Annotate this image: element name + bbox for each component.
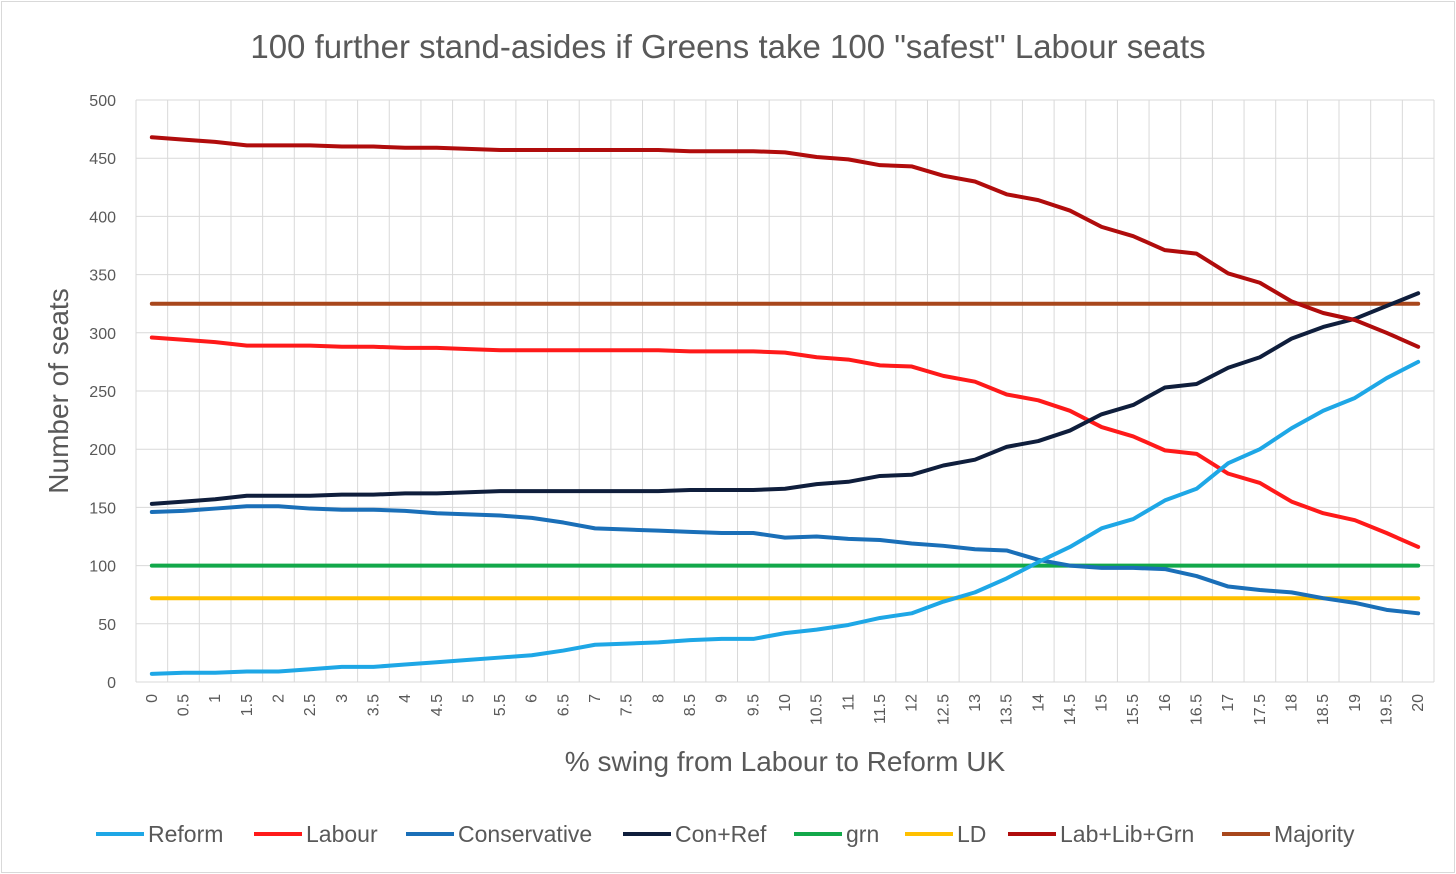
legend-label: Reform <box>148 821 223 847</box>
x-tick-label: 5 <box>460 694 477 703</box>
x-tick-label: 8.5 <box>682 694 699 716</box>
x-tick-label: 9.5 <box>745 694 762 716</box>
x-tick-label: 11.5 <box>872 694 889 724</box>
y-tick-label: 300 <box>89 326 116 343</box>
x-tick-label: 5.5 <box>492 694 509 716</box>
x-tick-label: 15 <box>1094 694 1111 712</box>
x-tick-label: 7.5 <box>619 694 636 716</box>
y-axis-ticks: 0 50 100 150 200 250 300 350 400 450 500 <box>89 93 116 692</box>
x-tick-label: 18.5 <box>1315 694 1332 725</box>
legend-label: Lab+Lib+Grn <box>1060 821 1194 847</box>
series-line-labour <box>149 335 1421 549</box>
series-line-con-ref <box>149 291 1421 506</box>
x-tick-label: 12 <box>904 694 921 712</box>
y-tick-label: 250 <box>89 384 116 401</box>
legend-label: Con+Ref <box>675 821 767 847</box>
legend: Reform Labour Conservative Con+Ref grn LD Lab+… <box>96 821 1355 847</box>
x-tick-label: 13 <box>967 694 984 712</box>
x-tick-label: 14 <box>1030 694 1047 712</box>
x-tick-label: 15.5 <box>1125 694 1142 725</box>
x-tick-label: 12.5 <box>935 694 952 725</box>
x-tick-label: 16 <box>1157 694 1174 712</box>
series-line-conservative <box>149 504 1421 616</box>
x-tick-label: 13.5 <box>999 694 1016 725</box>
y-tick-label: 450 <box>89 151 116 168</box>
x-tick-label: 3.5 <box>365 694 382 716</box>
x-tick-label: 14.5 <box>1062 694 1079 725</box>
legend-label: Labour <box>306 821 378 847</box>
series-line-reform <box>149 359 1421 676</box>
x-tick-label: 2.5 <box>302 694 319 716</box>
y-tick-label: 350 <box>89 268 116 285</box>
x-tick-label: 6 <box>524 694 541 703</box>
y-tick-label: 200 <box>89 442 116 459</box>
x-tick-label: 0 <box>144 694 161 703</box>
x-tick-label: 2 <box>270 694 287 703</box>
legend-label: Majority <box>1274 821 1355 847</box>
x-tick-label: 4.5 <box>429 694 446 716</box>
y-tick-label: 50 <box>98 617 116 634</box>
x-tick-label: 3 <box>334 694 351 703</box>
y-tick-label: 500 <box>89 93 116 110</box>
x-tick-label: 9 <box>714 694 731 703</box>
x-tick-label: 6.5 <box>555 694 572 716</box>
x-tick-label: 7 <box>587 694 604 703</box>
y-tick-label: 100 <box>89 559 116 576</box>
x-tick-label: 10 <box>777 694 794 712</box>
x-tick-label: 18 <box>1284 694 1301 712</box>
gridlines <box>135 99 1435 683</box>
legend-label: grn <box>846 821 879 847</box>
x-tick-label: 19 <box>1347 694 1364 712</box>
y-tick-label: 400 <box>89 209 116 226</box>
x-tick-label: 19.5 <box>1379 694 1396 725</box>
legend-label: Conservative <box>458 821 592 847</box>
chart-title: 100 further stand-asides if Greens take … <box>250 28 1205 65</box>
x-tick-label: 10.5 <box>809 694 826 725</box>
y-tick-label: 150 <box>89 500 116 517</box>
series-line-lab-lib-grn <box>149 135 1421 349</box>
x-tick-label: 8 <box>650 694 667 703</box>
series-lines <box>149 135 1421 676</box>
x-tick-label: 16.5 <box>1189 694 1206 725</box>
x-tick-label: 17.5 <box>1252 694 1269 725</box>
x-tick-label: 11 <box>840 694 857 711</box>
x-axis-ticks: 0 0.5 1 1.5 2 2.5 3 3.5 4 4.5 5 5.5 6 6.5 7 7.5 8 8.5 9 9.5… <box>144 694 1427 725</box>
legend-label: LD <box>957 821 986 847</box>
x-tick-label: 1 <box>207 694 224 703</box>
y-tick-label: 0 <box>107 675 116 692</box>
y-axis-title: Number of seats <box>43 288 74 493</box>
x-tick-label: 17 <box>1220 694 1237 712</box>
x-axis-title: % swing from Labour to Reform UK <box>565 746 1006 777</box>
x-tick-label: 0.5 <box>175 694 192 716</box>
x-tick-label: 1.5 <box>239 694 256 716</box>
x-tick-label: 4 <box>397 694 414 703</box>
x-tick-label: 20 <box>1410 694 1427 712</box>
